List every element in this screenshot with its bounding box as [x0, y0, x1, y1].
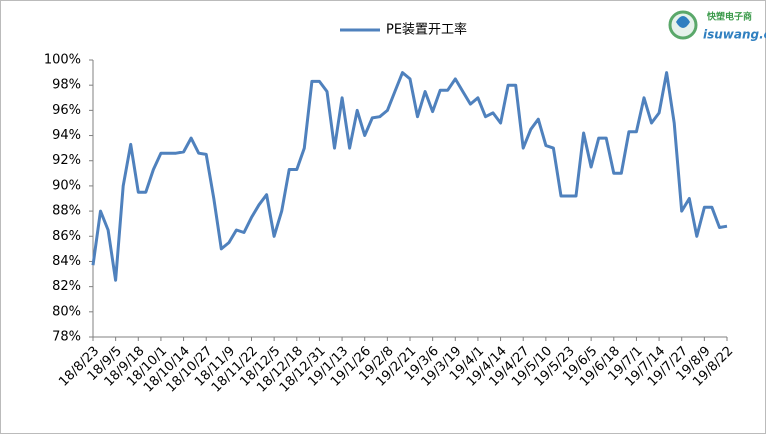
- y-tick-label: 80%: [52, 304, 81, 319]
- y-tick-label: 90%: [52, 178, 81, 193]
- y-tick-label: 84%: [52, 254, 81, 269]
- logo-drop: [676, 16, 690, 28]
- y-tick-label: 96%: [52, 103, 81, 118]
- legend-label: PE装置开工率: [386, 22, 467, 38]
- watermark: 快塑电子商 isuwang.co: [668, 10, 766, 42]
- y-tick-label: 100%: [44, 53, 81, 68]
- y-tick-label: 98%: [52, 78, 81, 93]
- y-tick-label: 94%: [52, 128, 81, 143]
- watermark-text: isuwang.co: [703, 28, 766, 42]
- watermark-text: 快塑电子商: [707, 11, 752, 23]
- y-tick-label: 86%: [52, 229, 81, 244]
- y-tick-label: 82%: [52, 279, 81, 294]
- line: [91, 71, 728, 282]
- y-tick-label: 92%: [52, 153, 81, 168]
- y-tick-label: 78%: [52, 330, 81, 345]
- y-tick-label: 88%: [52, 204, 81, 219]
